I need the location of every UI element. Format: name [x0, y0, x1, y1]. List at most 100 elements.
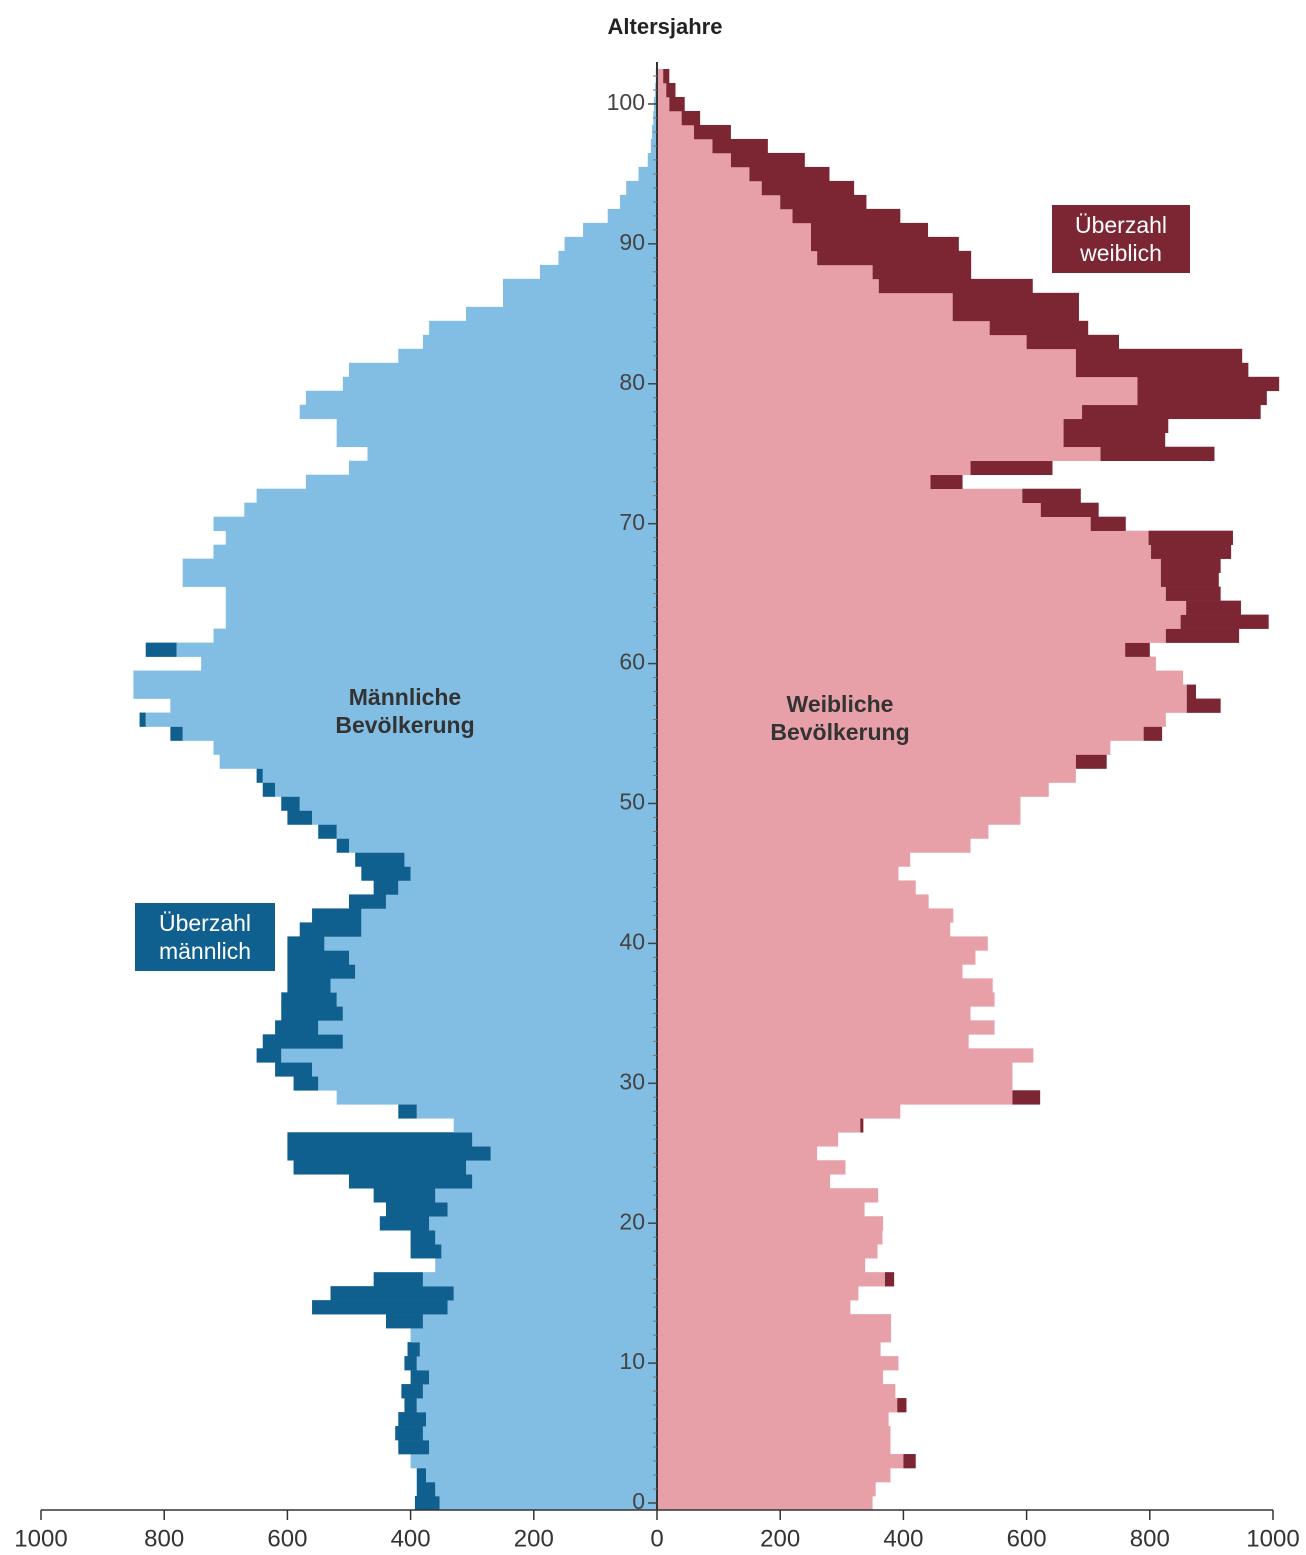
- bar: [657, 1286, 859, 1301]
- bar: [657, 1412, 889, 1427]
- bar: [657, 1076, 1013, 1091]
- bar: [1090, 516, 1126, 531]
- bar: [170, 726, 183, 741]
- bar: [657, 586, 1166, 601]
- bar: [404, 1398, 417, 1413]
- bar: [318, 1020, 657, 1035]
- bar: [657, 1034, 969, 1049]
- bar: [657, 152, 731, 168]
- y-tick-label: 80: [619, 369, 645, 395]
- bar: [342, 376, 657, 392]
- x-tick-label: 1000: [14, 1525, 67, 1552]
- bar: [657, 1370, 884, 1385]
- bar: [657, 1202, 865, 1217]
- bar: [657, 194, 781, 210]
- bar: [657, 166, 750, 182]
- bar: [145, 642, 177, 657]
- bar: [657, 1300, 851, 1315]
- bar: [681, 110, 701, 126]
- bar: [361, 922, 657, 937]
- bar: [182, 572, 657, 587]
- bar: [256, 768, 263, 783]
- bar: [657, 1132, 839, 1147]
- bar: [287, 978, 331, 993]
- bar: [1012, 1090, 1041, 1105]
- bar: [657, 1160, 846, 1175]
- bar: [811, 222, 929, 238]
- bar: [312, 1062, 657, 1077]
- bar: [281, 1006, 343, 1021]
- bar: [657, 656, 1156, 671]
- bar: [657, 1090, 1013, 1105]
- bar: [657, 698, 1187, 713]
- bar: [1186, 684, 1196, 699]
- bar: [404, 1356, 417, 1371]
- bar: [422, 1314, 657, 1329]
- bar: [287, 1132, 473, 1147]
- x-tick-label: 800: [1130, 1525, 1170, 1552]
- bar: [657, 96, 670, 112]
- bar: [441, 1244, 657, 1259]
- bar: [225, 614, 658, 629]
- bar: [657, 866, 899, 881]
- bar: [349, 894, 386, 909]
- bar: [1180, 614, 1269, 629]
- bar: [1165, 628, 1240, 643]
- bar: [410, 1370, 430, 1385]
- bar: [312, 908, 362, 923]
- bar: [1075, 348, 1243, 364]
- bar: [367, 446, 657, 462]
- bar: [170, 698, 658, 713]
- bar: [1165, 586, 1221, 601]
- bar: [256, 488, 657, 503]
- bar: [213, 740, 658, 755]
- bar: [225, 530, 658, 545]
- bar: [426, 1412, 657, 1427]
- bar: [139, 712, 146, 727]
- bar: [1075, 362, 1249, 378]
- bar: [657, 782, 1049, 797]
- x-tick-label: 400: [883, 1525, 923, 1552]
- bar: [657, 796, 1021, 811]
- bar: [657, 418, 1064, 434]
- bar: [780, 194, 867, 210]
- bar: [657, 278, 879, 294]
- bar: [1186, 600, 1241, 615]
- bar: [657, 1272, 885, 1287]
- bar: [373, 1272, 423, 1287]
- male-surplus-label: Überzahl männlich: [135, 903, 275, 971]
- bar: [657, 488, 1023, 503]
- bar: [657, 432, 1064, 448]
- bar: [657, 530, 1149, 545]
- bar: [647, 152, 657, 168]
- bar: [657, 754, 1076, 769]
- y-tick-label: 100: [607, 89, 645, 115]
- x-tick-label: 1000: [1246, 1525, 1299, 1552]
- bar: [336, 838, 349, 853]
- bar: [1026, 334, 1119, 350]
- y-tick-label: 70: [619, 509, 645, 535]
- bar: [262, 768, 657, 783]
- bar: [422, 334, 657, 350]
- bar: [416, 1468, 426, 1483]
- bar: [657, 1258, 866, 1273]
- bar: [349, 460, 657, 476]
- bar: [657, 1384, 896, 1399]
- x-tick-label: 200: [760, 1525, 800, 1552]
- bar: [429, 320, 657, 336]
- bar: [398, 1440, 430, 1455]
- bar: [324, 936, 657, 951]
- bar: [416, 1482, 436, 1497]
- bar: [558, 250, 657, 266]
- bar: [952, 292, 1079, 308]
- bar: [1075, 754, 1107, 769]
- bar: [213, 628, 658, 643]
- bar: [657, 208, 793, 224]
- bar: [385, 1202, 448, 1217]
- bar: [1040, 502, 1099, 517]
- bar: [503, 278, 657, 294]
- bar: [657, 670, 1184, 685]
- bar: [429, 1370, 657, 1385]
- male-label: Männliche Bevölkerung: [335, 684, 475, 738]
